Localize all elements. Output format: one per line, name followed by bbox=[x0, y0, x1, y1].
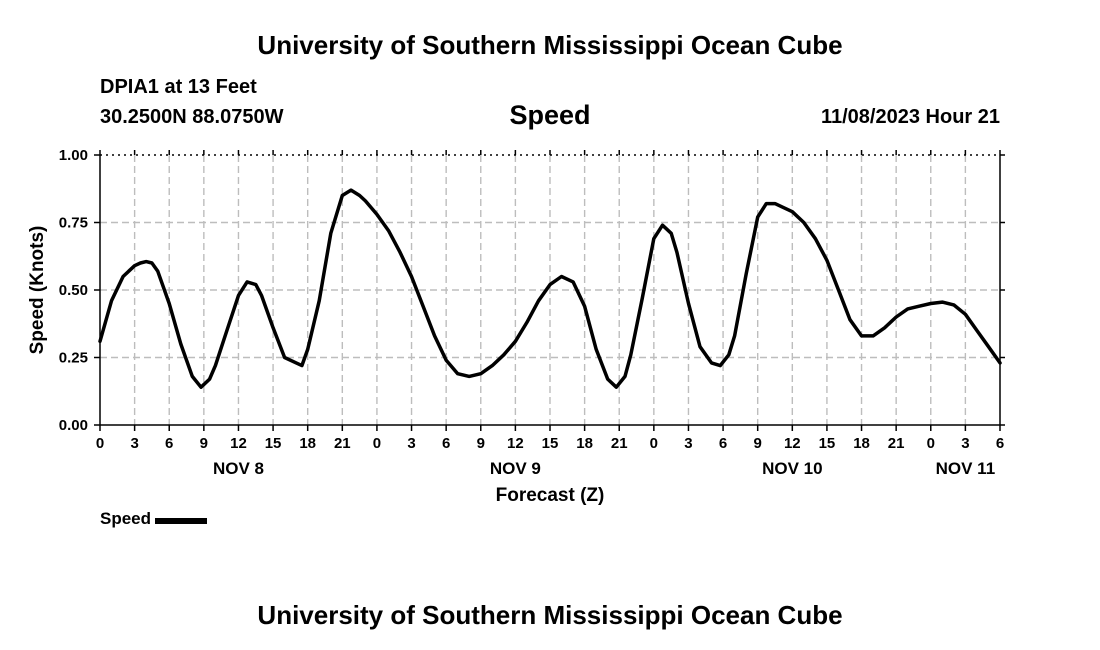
date-label: NOV 9 bbox=[490, 459, 541, 478]
x-tick-label: 3 bbox=[407, 435, 415, 452]
y-tick-label: 0.50 bbox=[59, 282, 88, 299]
legend-label: Speed bbox=[100, 509, 152, 528]
legend-line-swatch bbox=[155, 517, 208, 524]
x-tick-label: 12 bbox=[784, 435, 801, 452]
x-tick-label: 18 bbox=[299, 435, 316, 452]
x-tick-label: 6 bbox=[165, 435, 173, 452]
date-label: NOV 10 bbox=[762, 459, 822, 478]
y-axis-label: Speed (Knots) bbox=[27, 226, 48, 355]
x-tick-label: 21 bbox=[611, 435, 628, 452]
x-tick-label: 0 bbox=[96, 435, 104, 452]
forecast-datetime: 11/08/2023 Hour 21 bbox=[820, 106, 1000, 128]
x-tick-label: 15 bbox=[265, 435, 282, 452]
chart-subtitle: Speed bbox=[509, 100, 591, 130]
x-tick-label: 0 bbox=[373, 435, 381, 452]
x-tick-label: 6 bbox=[996, 435, 1004, 452]
x-tick-label: 15 bbox=[819, 435, 836, 452]
x-tick-label: 3 bbox=[684, 435, 692, 452]
x-tick-label: 0 bbox=[650, 435, 658, 452]
x-tick-label: 3 bbox=[130, 435, 138, 452]
x-tick-label: 9 bbox=[754, 435, 762, 452]
x-tick-label: 21 bbox=[888, 435, 905, 452]
x-axis-label: Forecast (Z) bbox=[496, 485, 605, 506]
x-tick-label: 12 bbox=[230, 435, 247, 452]
chart-series bbox=[98, 188, 1002, 389]
x-tick-label: 9 bbox=[200, 435, 208, 452]
date-label: NOV 11 bbox=[936, 459, 996, 478]
date-label: NOV 8 bbox=[213, 459, 264, 478]
station-coordinates: 30.2500N 88.0750W bbox=[100, 106, 284, 128]
y-tick-label: 0.75 bbox=[59, 215, 88, 232]
x-tick-label: 21 bbox=[334, 435, 351, 452]
speed-series-line bbox=[98, 188, 1002, 389]
x-tick-label: 15 bbox=[542, 435, 559, 452]
footer-title: University of Southern Mississippi Ocean… bbox=[257, 600, 843, 630]
x-tick-label: 18 bbox=[576, 435, 593, 452]
legend: Speed bbox=[100, 509, 208, 529]
chart-grid bbox=[100, 155, 1000, 425]
y-tick-label: 0.25 bbox=[59, 350, 88, 367]
x-tick-label: 6 bbox=[719, 435, 727, 452]
y-tick-label: 1.00 bbox=[59, 147, 88, 164]
y-tick-label: 0.00 bbox=[59, 417, 88, 434]
chart-ticks: 0 3 6 9 12 15 18 21 0 3 6 9 12 15 18 21 0 3 6 9 12 15 18 21 0 3 6 0… bbox=[59, 147, 1005, 478]
chart-title: University of Southern Mississippi Ocean… bbox=[257, 30, 843, 60]
x-tick-label: 3 bbox=[961, 435, 969, 452]
x-tick-label: 0 bbox=[927, 435, 935, 452]
x-tick-label: 6 bbox=[442, 435, 450, 452]
x-tick-label: 18 bbox=[853, 435, 870, 452]
x-tick-label: 9 bbox=[477, 435, 485, 452]
station-name: DPIA1 at 13 Feet bbox=[100, 76, 257, 98]
x-tick-label: 12 bbox=[507, 435, 524, 452]
